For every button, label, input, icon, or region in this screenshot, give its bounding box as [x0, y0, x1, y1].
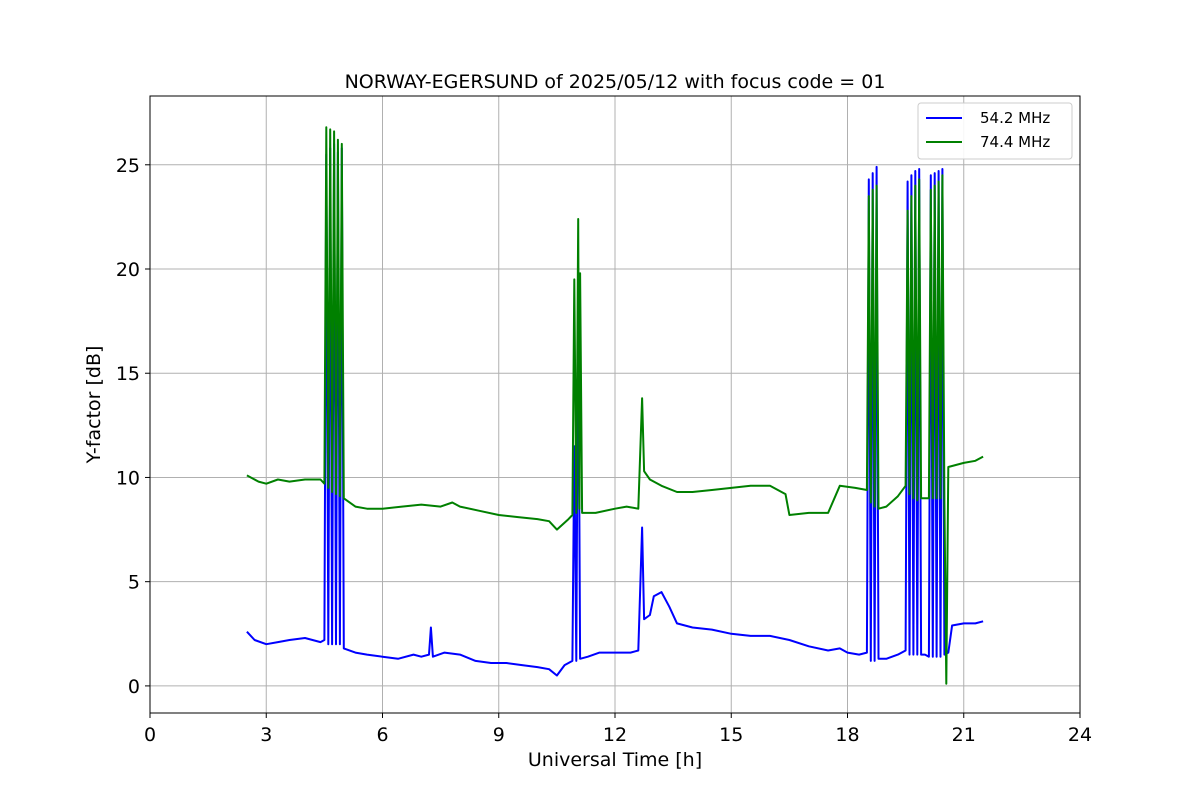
y-tick-label: 0: [128, 676, 140, 698]
y-tick-label: 5: [128, 572, 140, 594]
series-line-1: [246, 126, 984, 685]
x-tick-label: 0: [144, 724, 156, 746]
y-axis-label: Y-factor [dB]: [83, 346, 105, 465]
legend: 54.2 MHz 74.4 MHz: [917, 102, 1073, 160]
x-tick-label: 9: [493, 724, 505, 746]
x-axis-label: Universal Time [h]: [528, 749, 702, 771]
legend-label-0: 54.2 MHz: [980, 109, 1050, 127]
legend-label-1: 74.4 MHz: [980, 133, 1050, 151]
x-tick-label: 24: [1068, 724, 1092, 746]
x-tick-label: 18: [835, 724, 859, 746]
chart-title: NORWAY-EGERSUND of 2025/05/12 with focus…: [345, 71, 886, 93]
x-tick-label: 12: [603, 724, 627, 746]
y-tick-label: 20: [116, 259, 140, 281]
x-tick-label: 6: [376, 724, 388, 746]
y-tick-label: 10: [116, 467, 140, 489]
x-tick-label: 15: [719, 724, 743, 746]
x-tick-label: 3: [260, 724, 272, 746]
series-lines: [246, 126, 984, 685]
y-tick-label: 15: [116, 363, 140, 385]
x-tick-label: 21: [952, 724, 976, 746]
axis-ticks: 0 3 6 9 12 15 18 21 24 0 5 10 15 20 25: [116, 155, 1092, 746]
y-tick-label: 25: [116, 155, 140, 177]
